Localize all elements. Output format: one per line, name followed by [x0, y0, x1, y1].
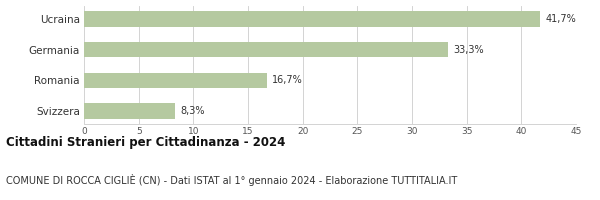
Bar	[84, 73, 266, 88]
Text: Cittadini Stranieri per Cittadinanza - 2024: Cittadini Stranieri per Cittadinanza - 2…	[6, 136, 286, 149]
Text: 41,7%: 41,7%	[545, 14, 576, 24]
Text: 8,3%: 8,3%	[180, 106, 205, 116]
Bar	[84, 11, 540, 27]
Bar	[84, 42, 448, 57]
Text: COMUNE DI ROCCA CIGLIÈ (CN) - Dati ISTAT al 1° gennaio 2024 - Elaborazione TUTTI: COMUNE DI ROCCA CIGLIÈ (CN) - Dati ISTAT…	[6, 174, 457, 186]
Text: 16,7%: 16,7%	[272, 75, 303, 85]
Text: 33,3%: 33,3%	[454, 45, 484, 55]
Bar	[84, 103, 175, 119]
